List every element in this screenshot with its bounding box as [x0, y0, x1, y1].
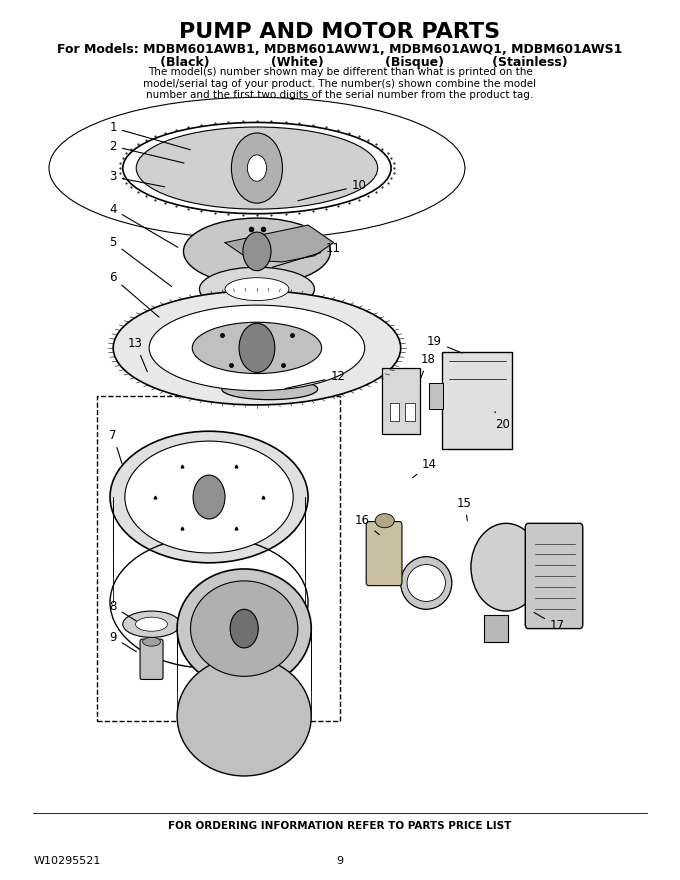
Circle shape [231, 133, 282, 203]
Text: 11: 11 [273, 242, 341, 268]
Text: The model(s) number shown may be different than what is printed on the
model/ser: The model(s) number shown may be differe… [143, 67, 537, 100]
Ellipse shape [375, 514, 394, 528]
Ellipse shape [471, 524, 541, 611]
Bar [390, 403, 399, 421]
FancyBboxPatch shape [381, 368, 420, 434]
Ellipse shape [143, 637, 160, 646]
Bar [405, 403, 415, 421]
Ellipse shape [135, 617, 167, 631]
Text: 8: 8 [109, 600, 137, 621]
Ellipse shape [123, 611, 180, 637]
Text: W10295521: W10295521 [33, 856, 101, 866]
Text: 9: 9 [109, 631, 137, 652]
Polygon shape [225, 225, 334, 262]
Ellipse shape [177, 656, 311, 776]
FancyBboxPatch shape [541, 561, 570, 589]
Ellipse shape [110, 431, 308, 563]
Text: 16: 16 [355, 514, 379, 535]
Text: 1: 1 [109, 121, 190, 150]
Circle shape [239, 323, 275, 372]
FancyBboxPatch shape [140, 639, 163, 679]
Ellipse shape [225, 278, 289, 301]
Ellipse shape [190, 581, 298, 677]
Ellipse shape [177, 569, 311, 688]
Ellipse shape [407, 565, 445, 601]
FancyBboxPatch shape [483, 615, 508, 642]
Text: For Models: MDBM601AWB1, MDBM601AWW1, MDBM601AWQ1, MDBM601AWS1: For Models: MDBM601AWB1, MDBM601AWW1, MD… [57, 43, 623, 56]
Text: 14: 14 [413, 458, 437, 478]
Text: 7: 7 [109, 429, 122, 464]
Text: 20: 20 [495, 412, 511, 430]
Text: 10: 10 [298, 180, 367, 201]
Ellipse shape [199, 268, 314, 311]
FancyBboxPatch shape [367, 522, 402, 585]
Ellipse shape [192, 322, 322, 373]
Circle shape [193, 475, 225, 519]
Ellipse shape [222, 378, 318, 400]
Circle shape [248, 155, 267, 181]
Text: (Black)              (White)              (Bisque)           (Stainless): (Black) (White) (Bisque) (Stainless) [112, 56, 568, 70]
Text: 19: 19 [427, 335, 462, 353]
Circle shape [243, 232, 271, 271]
Text: 5: 5 [109, 236, 171, 287]
Text: 18: 18 [421, 353, 436, 378]
Circle shape [230, 609, 258, 648]
FancyBboxPatch shape [430, 383, 443, 409]
Text: 2: 2 [109, 140, 184, 163]
Text: PUMP AND MOTOR PARTS: PUMP AND MOTOR PARTS [180, 22, 500, 42]
Text: 15: 15 [457, 496, 472, 521]
Text: 4: 4 [109, 202, 178, 247]
Text: 13: 13 [128, 337, 148, 371]
Text: FOR ORDERING INFORMATION REFER TO PARTS PRICE LIST: FOR ORDERING INFORMATION REFER TO PARTS … [169, 821, 511, 831]
Text: 12: 12 [285, 370, 345, 389]
Ellipse shape [149, 305, 364, 391]
Text: 17: 17 [534, 612, 564, 633]
Text: 6: 6 [109, 271, 159, 317]
Ellipse shape [401, 557, 452, 609]
Text: 3: 3 [109, 171, 165, 187]
Ellipse shape [136, 127, 377, 209]
Ellipse shape [113, 291, 401, 405]
FancyBboxPatch shape [442, 352, 513, 449]
FancyBboxPatch shape [525, 524, 583, 628]
Ellipse shape [184, 218, 330, 285]
Text: 9: 9 [337, 856, 343, 866]
Ellipse shape [125, 441, 293, 553]
